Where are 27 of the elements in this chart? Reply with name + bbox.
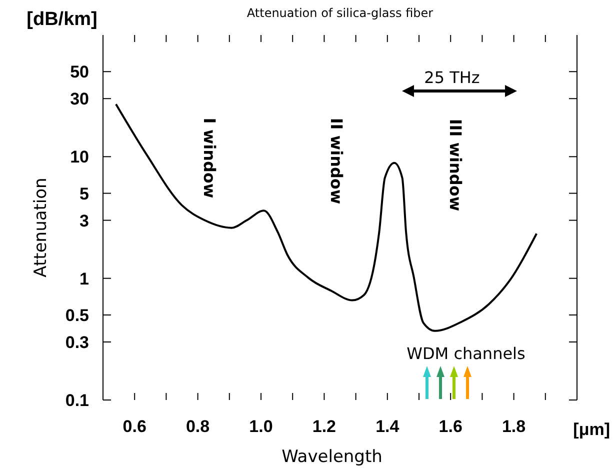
- x-tick-label: 1.0: [249, 417, 273, 436]
- annotation: I window: [200, 118, 219, 198]
- text: [dB/km]: [26, 9, 98, 30]
- y-tick-label: 50: [70, 62, 89, 82]
- line-series: [114, 103, 538, 332]
- y-tick-label: 0.1: [65, 391, 89, 410]
- y-tick-label: 3: [80, 211, 89, 230]
- x-axis-title: Wavelength: [282, 447, 382, 467]
- y-tick-label: 30: [70, 90, 89, 109]
- x-tick-label: 0.6: [122, 417, 146, 436]
- annotation: II window: [327, 118, 346, 204]
- y-tick-label: 0.5: [65, 306, 89, 325]
- chart-title: Attenuation of silica-glass fiber: [246, 6, 434, 20]
- y-axis-title: Attenuation: [31, 178, 51, 278]
- x-tick-label: 0.8: [186, 417, 210, 436]
- text: [μm]: [573, 420, 610, 439]
- annotation: WDM channels: [406, 344, 526, 363]
- x-tick-label: 1.8: [502, 417, 526, 436]
- annotation: III window: [446, 118, 465, 212]
- annotation: 25 THz: [424, 68, 480, 87]
- y-tick-label: 1: [80, 269, 89, 288]
- y-tick-label: 0.3: [65, 332, 89, 352]
- x-tick-label: 1.4: [376, 417, 400, 436]
- y-tick-label: 10: [70, 148, 89, 167]
- x-tick-label: 1.2: [312, 417, 336, 436]
- y-tick-label: 5: [80, 184, 89, 204]
- x-tick-label: 1.6: [438, 417, 462, 436]
